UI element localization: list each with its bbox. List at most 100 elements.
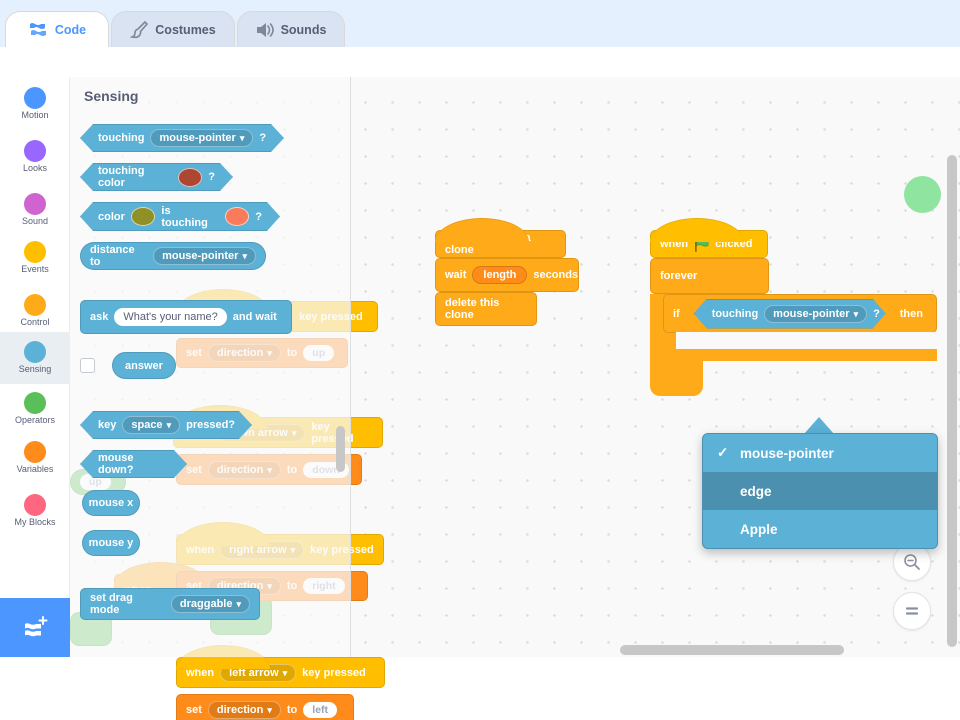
category-sound[interactable]: Sound — [21, 216, 49, 226]
wait-seconds-block[interactable]: wait length seconds — [435, 258, 579, 292]
workspace-vertical-scrollbar[interactable] — [947, 155, 957, 647]
if-bottom-arm[interactable] — [676, 349, 937, 361]
category-motion-icon — [24, 87, 46, 109]
forever-block[interactable]: forever — [650, 258, 769, 294]
category-motion[interactable]: Motion — [21, 110, 49, 120]
when-i-start-as-clone-block[interactable]: when I start as a clone — [435, 218, 566, 258]
block-label: touching — [711, 307, 759, 320]
tab-sounds-label: Sounds — [280, 22, 327, 37]
ask-text-input[interactable]: What's your name? — [114, 308, 227, 326]
editor-main: up when up arrow key pressed set directi… — [0, 77, 960, 720]
block-label: color — [98, 210, 125, 223]
tab-code[interactable]: Code — [5, 11, 109, 47]
question-mark: ? — [259, 132, 267, 144]
tab-sounds[interactable]: Sounds — [237, 11, 345, 47]
category-sensing[interactable]: Sensing — [18, 364, 52, 374]
category-looks[interactable]: Looks — [22, 163, 48, 173]
ghost-label: when — [186, 666, 215, 679]
category-looks-icon — [24, 140, 46, 162]
speaker-icon — [256, 22, 274, 37]
ghost-value: left — [303, 701, 338, 718]
ghost-set-direction-left-block[interactable]: set direction to left — [176, 694, 354, 720]
block-distance-to[interactable]: distance to mouse-pointer — [80, 242, 266, 270]
palette-divider[interactable] — [350, 77, 351, 657]
ghost-label: key pressed — [302, 666, 366, 679]
ghost-variable-dropdown: direction — [217, 704, 272, 716]
key-dropdown[interactable]: space — [122, 416, 180, 434]
color-swatch[interactable] — [178, 168, 202, 187]
block-ask-and-wait[interactable]: ask What's your name? and wait — [80, 300, 292, 334]
green-sprite-dot — [904, 176, 941, 213]
if-body-notch — [678, 332, 706, 353]
zoom-reset-button[interactable] — [893, 592, 931, 630]
mouse-pointer-dropdown-open[interactable]: mouse-pointer — [764, 305, 867, 323]
block-label: mouse x — [88, 497, 134, 509]
zoom-out-button[interactable] — [893, 543, 931, 581]
block-label: touching color — [98, 165, 145, 189]
workspace-horizontal-scrollbar[interactable] — [620, 645, 844, 655]
block-touching-color[interactable]: touching color ? — [80, 163, 233, 191]
block-label: is touching — [161, 204, 208, 229]
block-answer[interactable]: answer — [112, 352, 176, 379]
block-label: key — [98, 419, 117, 431]
block-label: wait — [445, 269, 467, 281]
if-then-block[interactable]: if touching mouse-pointer ? then — [663, 294, 937, 333]
block-label: when I start as a clone — [445, 232, 531, 256]
block-label: pressed? — [186, 419, 236, 431]
block-color-is-touching[interactable]: color is touching ? — [80, 202, 280, 231]
ghost-when-left-arrow-pressed-block[interactable]: when left arrow key pressed — [176, 645, 385, 688]
category-sidebar: Motion Looks Sound Events Control Sensin… — [0, 77, 70, 657]
category-variables[interactable]: Variables — [16, 464, 54, 474]
zoom-reset-icon — [905, 607, 919, 615]
block-touching-mouse-pointer[interactable]: touching mouse-pointer ? — [80, 124, 284, 152]
category-operators[interactable]: Operators — [14, 415, 56, 425]
question-mark: ? — [208, 171, 215, 183]
block-mouse-y[interactable]: mouse y — [82, 530, 140, 556]
mouse-pointer-dropdown[interactable]: mouse-pointer — [150, 129, 253, 147]
category-operators-icon — [24, 392, 46, 414]
mouse-pointer-dropdown[interactable]: mouse-pointer — [153, 247, 256, 265]
block-key-pressed[interactable]: key space pressed? — [80, 411, 252, 439]
if-body-gap — [676, 332, 937, 349]
dropdown-item-apple[interactable]: Apple — [703, 510, 937, 548]
color-swatch[interactable] — [131, 207, 155, 226]
palette-scrollbar[interactable] — [336, 426, 345, 472]
category-sound-icon — [24, 193, 46, 215]
block-label: mouse y — [88, 537, 134, 549]
drag-mode-dropdown[interactable]: draggable — [170, 595, 250, 613]
delete-this-clone-block[interactable]: delete this clone — [435, 292, 537, 326]
code-blocks-icon — [29, 22, 46, 36]
tab-costumes-label: Costumes — [155, 22, 216, 37]
category-my-blocks[interactable]: My Blocks — [14, 517, 56, 527]
check-icon: ✓ — [717, 445, 729, 460]
category-control-icon — [24, 294, 46, 316]
tab-costumes[interactable]: Costumes — [111, 11, 235, 47]
block-label: delete this clone — [445, 297, 500, 321]
block-mouse-down[interactable]: mouse down? — [80, 450, 187, 478]
category-my-blocks-icon — [24, 494, 46, 516]
category-control[interactable]: Control — [20, 317, 50, 327]
tab-code-label: Code — [54, 22, 87, 37]
touching-dropdown-menu: ✓ mouse-pointer edge Apple — [702, 433, 938, 549]
block-label: touching — [98, 132, 145, 144]
add-extension-button[interactable] — [0, 598, 70, 657]
block-mouse-x[interactable]: mouse x — [82, 490, 140, 516]
color-swatch[interactable] — [225, 207, 249, 226]
block-label: ask — [90, 311, 109, 323]
dropdown-item-label: mouse-pointer — [740, 445, 834, 461]
tab-bar: Code Costumes Sounds — [0, 0, 960, 47]
paintbrush-icon — [130, 20, 149, 38]
when-flag-clicked-block[interactable]: when clicked — [650, 218, 768, 258]
category-events[interactable]: Events — [21, 264, 49, 274]
question-mark: ? — [873, 307, 880, 320]
answer-checkbox[interactable] — [80, 358, 95, 373]
block-label: forever — [660, 270, 698, 282]
length-variable[interactable]: length — [472, 266, 528, 284]
block-label: then — [899, 307, 923, 320]
block-set-drag-mode[interactable]: set drag mode draggable — [80, 588, 260, 620]
dropdown-item-mouse-pointer[interactable]: ✓ mouse-pointer — [703, 434, 937, 472]
add-extension-icon — [25, 615, 48, 636]
block-label: clicked — [715, 238, 753, 250]
dropdown-item-edge[interactable]: edge — [703, 472, 937, 510]
touching-condition-block[interactable]: touching mouse-pointer ? — [694, 299, 886, 329]
